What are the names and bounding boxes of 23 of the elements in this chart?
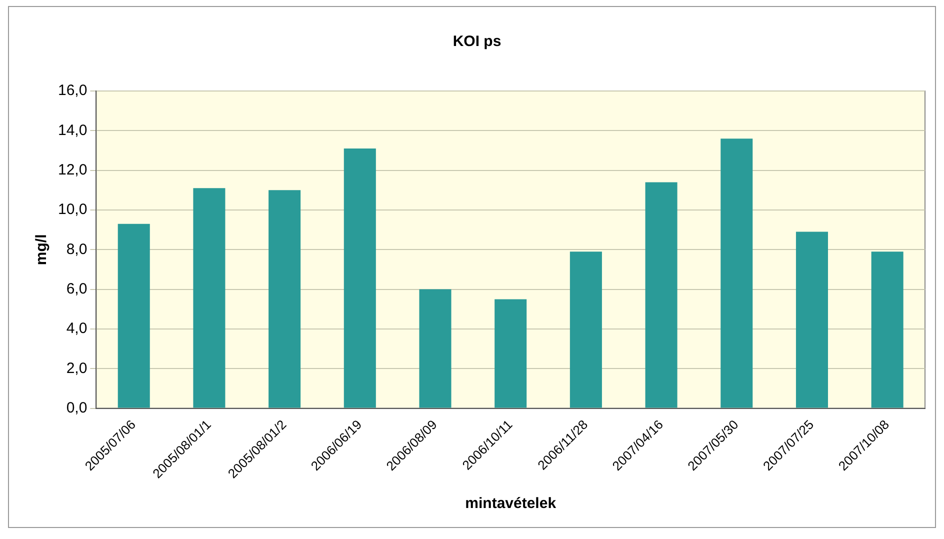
bar: [193, 188, 226, 408]
bar: [419, 289, 452, 408]
y-tick-label: 12,0: [58, 161, 88, 178]
bar: [645, 182, 678, 408]
y-tick-label: 0,0: [66, 399, 88, 416]
bar: [796, 232, 828, 408]
bar: [118, 224, 150, 408]
bar: [268, 190, 301, 408]
bar: [494, 299, 527, 408]
y-tick-label: 10,0: [58, 201, 88, 218]
y-tick-label: 2,0: [66, 360, 88, 377]
y-axis-title: mg/l: [33, 234, 50, 266]
bar: [570, 252, 602, 408]
chart-title: KOI ps: [452, 33, 502, 50]
y-tick-label: 4,0: [66, 320, 88, 338]
y-tick-label: 8,0: [66, 240, 88, 258]
x-axis-title: mintavételek: [465, 495, 557, 512]
y-tick-label: 14,0: [58, 122, 88, 139]
bar: [871, 252, 904, 408]
y-tick-label: 6,0: [66, 280, 88, 298]
bar: [720, 138, 753, 408]
bar: [344, 148, 376, 408]
y-tick-label: 16,0: [58, 82, 88, 100]
